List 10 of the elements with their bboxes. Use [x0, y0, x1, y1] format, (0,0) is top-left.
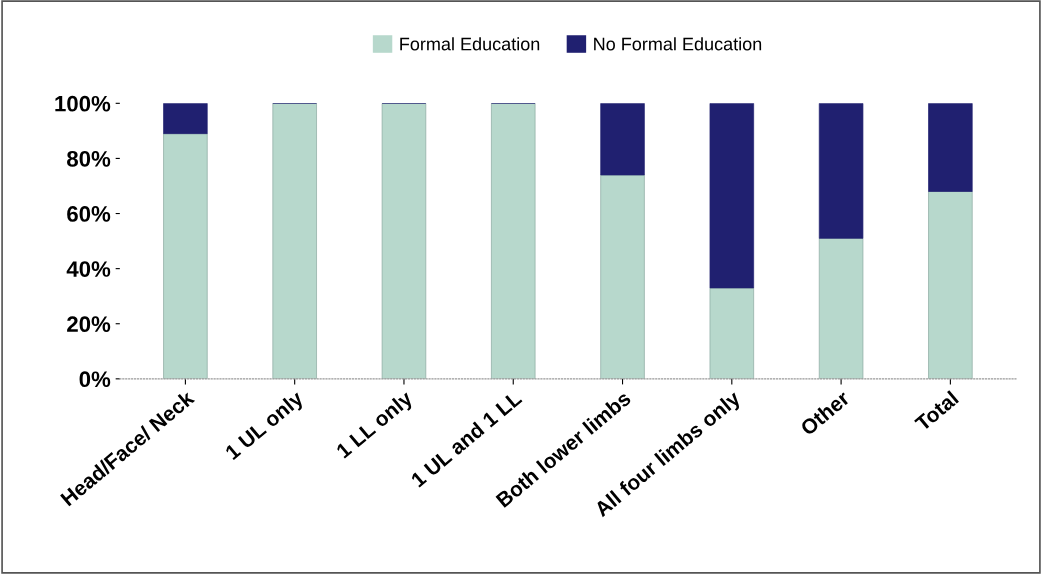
x-tick-label: 1 LL only: [335, 389, 417, 462]
y-tick-label: 60%: [67, 206, 111, 222]
y-tick-label: 40%: [66, 261, 111, 277]
y-tick-label: 100%: [55, 95, 111, 112]
legend-label: No Formal Education: [594, 37, 762, 51]
legend-label: Formal Education: [400, 37, 540, 51]
y-tick-label: 0%: [79, 371, 111, 388]
x-tick-label: 1 UL only: [224, 389, 308, 464]
y-tick-label: 80%: [67, 150, 111, 167]
y-tick-label: 20%: [67, 316, 111, 333]
